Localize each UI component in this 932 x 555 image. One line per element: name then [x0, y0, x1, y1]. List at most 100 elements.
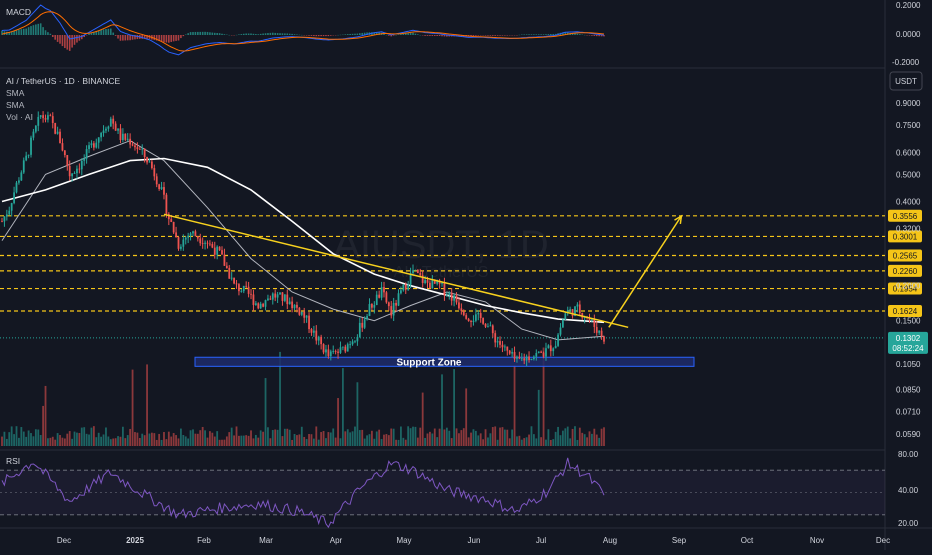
- volume-bar: [93, 426, 95, 446]
- volume-bar: [359, 430, 361, 446]
- volume-bar: [323, 431, 325, 446]
- volume-bar: [545, 440, 547, 446]
- volume-bar: [577, 440, 579, 446]
- volume-bar: [175, 435, 177, 446]
- macd-histogram-bar: [417, 34, 419, 35]
- candle-body: [57, 132, 59, 134]
- macd-histogram-bar: [219, 33, 221, 35]
- candle-body: [175, 232, 177, 237]
- candle-body: [161, 187, 163, 189]
- macd-histogram-bar: [253, 34, 255, 35]
- macd-histogram-bar: [354, 34, 356, 35]
- macd-histogram-bar: [166, 35, 168, 42]
- macd-histogram-bar: [538, 34, 540, 35]
- candle-body: [272, 294, 274, 300]
- time-tick: Dec: [57, 536, 71, 545]
- candle-body: [207, 243, 209, 244]
- price-tick: 0.3200: [896, 225, 921, 234]
- volume-bar: [166, 439, 168, 446]
- volume-bar: [458, 433, 460, 446]
- candle-body: [521, 358, 523, 359]
- volume-bar: [289, 430, 291, 446]
- volume-bar: [16, 426, 18, 446]
- macd-histogram-bar: [320, 35, 322, 36]
- candle-body: [243, 286, 245, 291]
- volume-bar: [533, 434, 535, 446]
- volume-bar: [20, 427, 22, 446]
- volume-bar: [129, 429, 131, 446]
- candle-body: [112, 119, 114, 124]
- volume-bar: [468, 437, 470, 446]
- candle-body: [286, 295, 288, 305]
- time-tick: 2025: [126, 536, 144, 545]
- candle-body: [294, 305, 296, 308]
- candle-body: [105, 129, 107, 131]
- volume-bar: [243, 436, 245, 446]
- volume-bar: [388, 435, 390, 446]
- volume-bar: [434, 429, 436, 446]
- volume-bar: [228, 432, 230, 446]
- macd-histogram-bar: [185, 34, 187, 35]
- macd-histogram-bar: [178, 35, 180, 40]
- macd-histogram-bar: [548, 34, 550, 35]
- candle-body: [499, 341, 501, 345]
- macd-histogram-bar: [33, 25, 35, 35]
- candle-body: [342, 347, 344, 348]
- candle-body: [62, 143, 64, 150]
- currency-button[interactable]: USDT: [890, 72, 922, 90]
- candle-body: [255, 303, 257, 305]
- candle-body: [76, 169, 78, 173]
- macd-histogram-bar: [18, 30, 20, 35]
- volume-bar: [390, 429, 392, 446]
- volume-bar: [518, 436, 520, 446]
- macd-histogram-bar: [120, 35, 122, 41]
- candle-body: [107, 127, 109, 129]
- candle-body: [16, 183, 18, 193]
- candle-body: [197, 236, 199, 238]
- macd-histogram-bar: [487, 35, 489, 36]
- volume-bar: [180, 429, 182, 446]
- candle-body: [332, 351, 334, 352]
- macd-histogram-bar: [506, 35, 508, 36]
- candle-body: [419, 273, 421, 275]
- volume-bar: [453, 369, 455, 446]
- volume-bar: [349, 432, 351, 446]
- volume-bar: [35, 429, 37, 446]
- volume-bar: [170, 437, 172, 446]
- candle-body: [395, 303, 397, 306]
- candle-body: [344, 347, 346, 352]
- candle-body: [477, 313, 479, 314]
- macd-histogram-bar: [494, 35, 496, 36]
- macd-histogram-bar: [318, 35, 320, 36]
- volume-bar: [240, 436, 242, 446]
- volume-bar: [514, 365, 516, 446]
- volume-bar: [579, 428, 581, 446]
- candle-body: [95, 143, 97, 148]
- candle-body: [511, 352, 513, 354]
- candle-body: [489, 325, 491, 326]
- price-tick: 0.1050: [896, 360, 921, 369]
- volume-bar: [117, 436, 119, 446]
- time-tick: Feb: [197, 536, 211, 545]
- candle-body: [560, 327, 562, 334]
- candle-body: [485, 324, 487, 327]
- volume-bar: [112, 439, 114, 446]
- candle-body: [381, 287, 383, 298]
- volume-bar: [460, 430, 462, 446]
- volume-bar: [547, 429, 549, 446]
- macd-histogram-bar: [282, 33, 284, 35]
- macd-histogram-bar: [274, 33, 276, 35]
- volume-bar: [306, 439, 308, 446]
- price-tick: 0.0710: [896, 408, 921, 417]
- volume-bar: [311, 434, 313, 446]
- macd-histogram-bar: [265, 33, 267, 35]
- candle-body: [601, 331, 603, 337]
- volume-bar: [550, 440, 552, 446]
- candle-body: [429, 283, 431, 289]
- candle-body: [214, 248, 216, 255]
- volume-bar: [303, 437, 305, 446]
- candle-body: [340, 347, 342, 353]
- candle-body: [195, 231, 197, 236]
- volume-bar: [64, 438, 66, 446]
- candle-body: [412, 270, 414, 273]
